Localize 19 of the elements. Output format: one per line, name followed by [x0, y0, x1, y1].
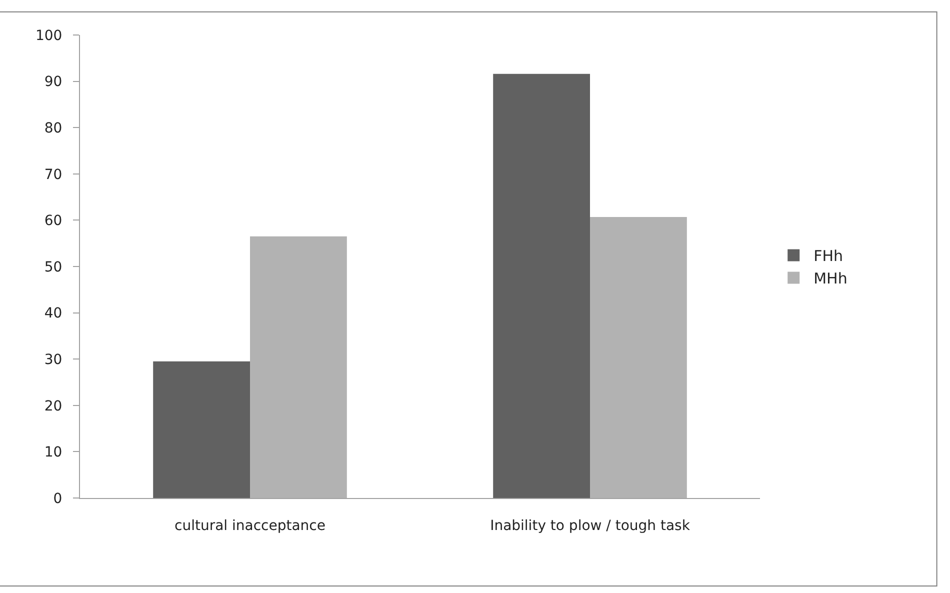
- y-tick-label: 20: [44, 398, 62, 414]
- x-tick-label: cultural inacceptance: [174, 518, 326, 534]
- y-tick-label: 80: [44, 120, 62, 136]
- y-tick-label: 60: [44, 213, 62, 230]
- bar: [493, 74, 590, 498]
- bar: [153, 361, 250, 498]
- y-tick-label: 90: [44, 74, 62, 90]
- y-tick-label: 70: [44, 166, 62, 183]
- y-tick-label: 30: [44, 352, 62, 368]
- bar: [590, 216, 687, 498]
- y-tick-label: 50: [44, 259, 62, 276]
- y-tick-label: 40: [44, 306, 62, 322]
- legend-label: FHh: [814, 247, 844, 266]
- bar: [250, 236, 347, 498]
- legend-label: MHh: [814, 270, 848, 288]
- y-tick-label: 100: [35, 28, 62, 44]
- y-tick-label: 10: [44, 444, 62, 461]
- y-tick-label: 0: [53, 490, 62, 507]
- x-tick-label: Inability to plow / tough task: [490, 518, 691, 534]
